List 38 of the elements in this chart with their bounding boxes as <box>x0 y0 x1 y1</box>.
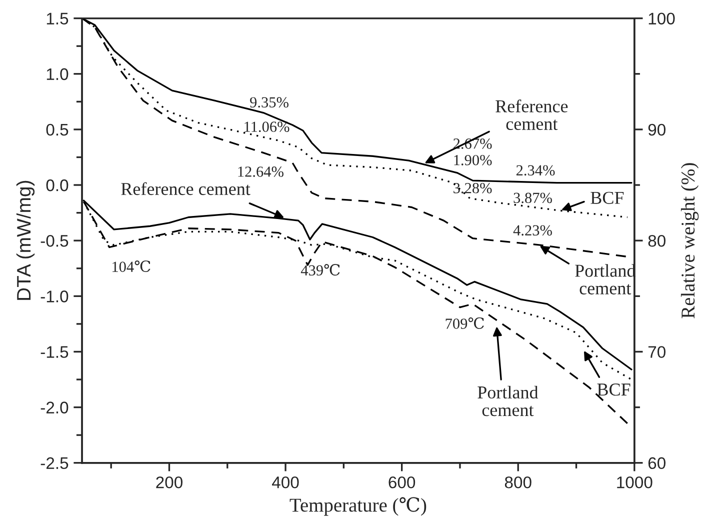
x-tick-label: 200 <box>156 476 182 488</box>
y-tick-label: 1.0 <box>46 68 68 80</box>
x-axis-title: Temperature (℃) <box>290 497 426 516</box>
annotation: 1.90% <box>454 154 492 166</box>
y-tick-label: 0.5 <box>46 124 68 136</box>
y-axis-title: DTA (mW/mg) <box>16 180 35 300</box>
x-tick-label: 400 <box>272 476 299 488</box>
y2-tick-label: 90 <box>648 124 666 136</box>
annotation: 3.28% <box>454 182 492 194</box>
x-tick-label: 1000 <box>617 476 652 488</box>
annotation: 12.64% <box>238 166 284 177</box>
annotation: 3.87% <box>514 192 552 204</box>
y-tick-label: -2.0 <box>40 402 68 414</box>
y2-tick-label: 70 <box>648 346 666 358</box>
annotation: Reference cement <box>496 99 568 130</box>
y2-tick-label: 60 <box>648 457 666 470</box>
y2-axis-title: Relative weight (%) <box>680 163 699 318</box>
y-tick-label: -0.5 <box>40 234 68 247</box>
y-tick-label: -1.5 <box>40 346 68 358</box>
y-tick-label: -2.5 <box>40 457 68 470</box>
y-tick-label: 0.0 <box>46 179 68 192</box>
annotation: 709℃ <box>446 317 484 329</box>
x-tick-label: 600 <box>388 476 416 488</box>
annotation: 11.06% <box>244 122 290 132</box>
x-tick-label: 800 <box>504 476 532 488</box>
annotation: BCF <box>597 384 630 396</box>
y2-tick-label: 100 <box>648 12 675 25</box>
annotation: 439℃ <box>300 264 340 276</box>
y-tick-label: -1.0 <box>40 290 68 302</box>
y-tick-label: 1.5 <box>46 12 68 25</box>
y2-tick-label: 80 <box>648 234 666 247</box>
annotation: 4.23% <box>513 225 552 236</box>
annotation: 104℃ <box>112 260 150 272</box>
annotation: 9.35% <box>250 97 288 108</box>
annotation: BCF <box>590 192 624 204</box>
annotation: Reference cement <box>121 182 250 196</box>
annotation: 2.34% <box>516 165 555 176</box>
annotation: Portland cement <box>478 386 538 416</box>
